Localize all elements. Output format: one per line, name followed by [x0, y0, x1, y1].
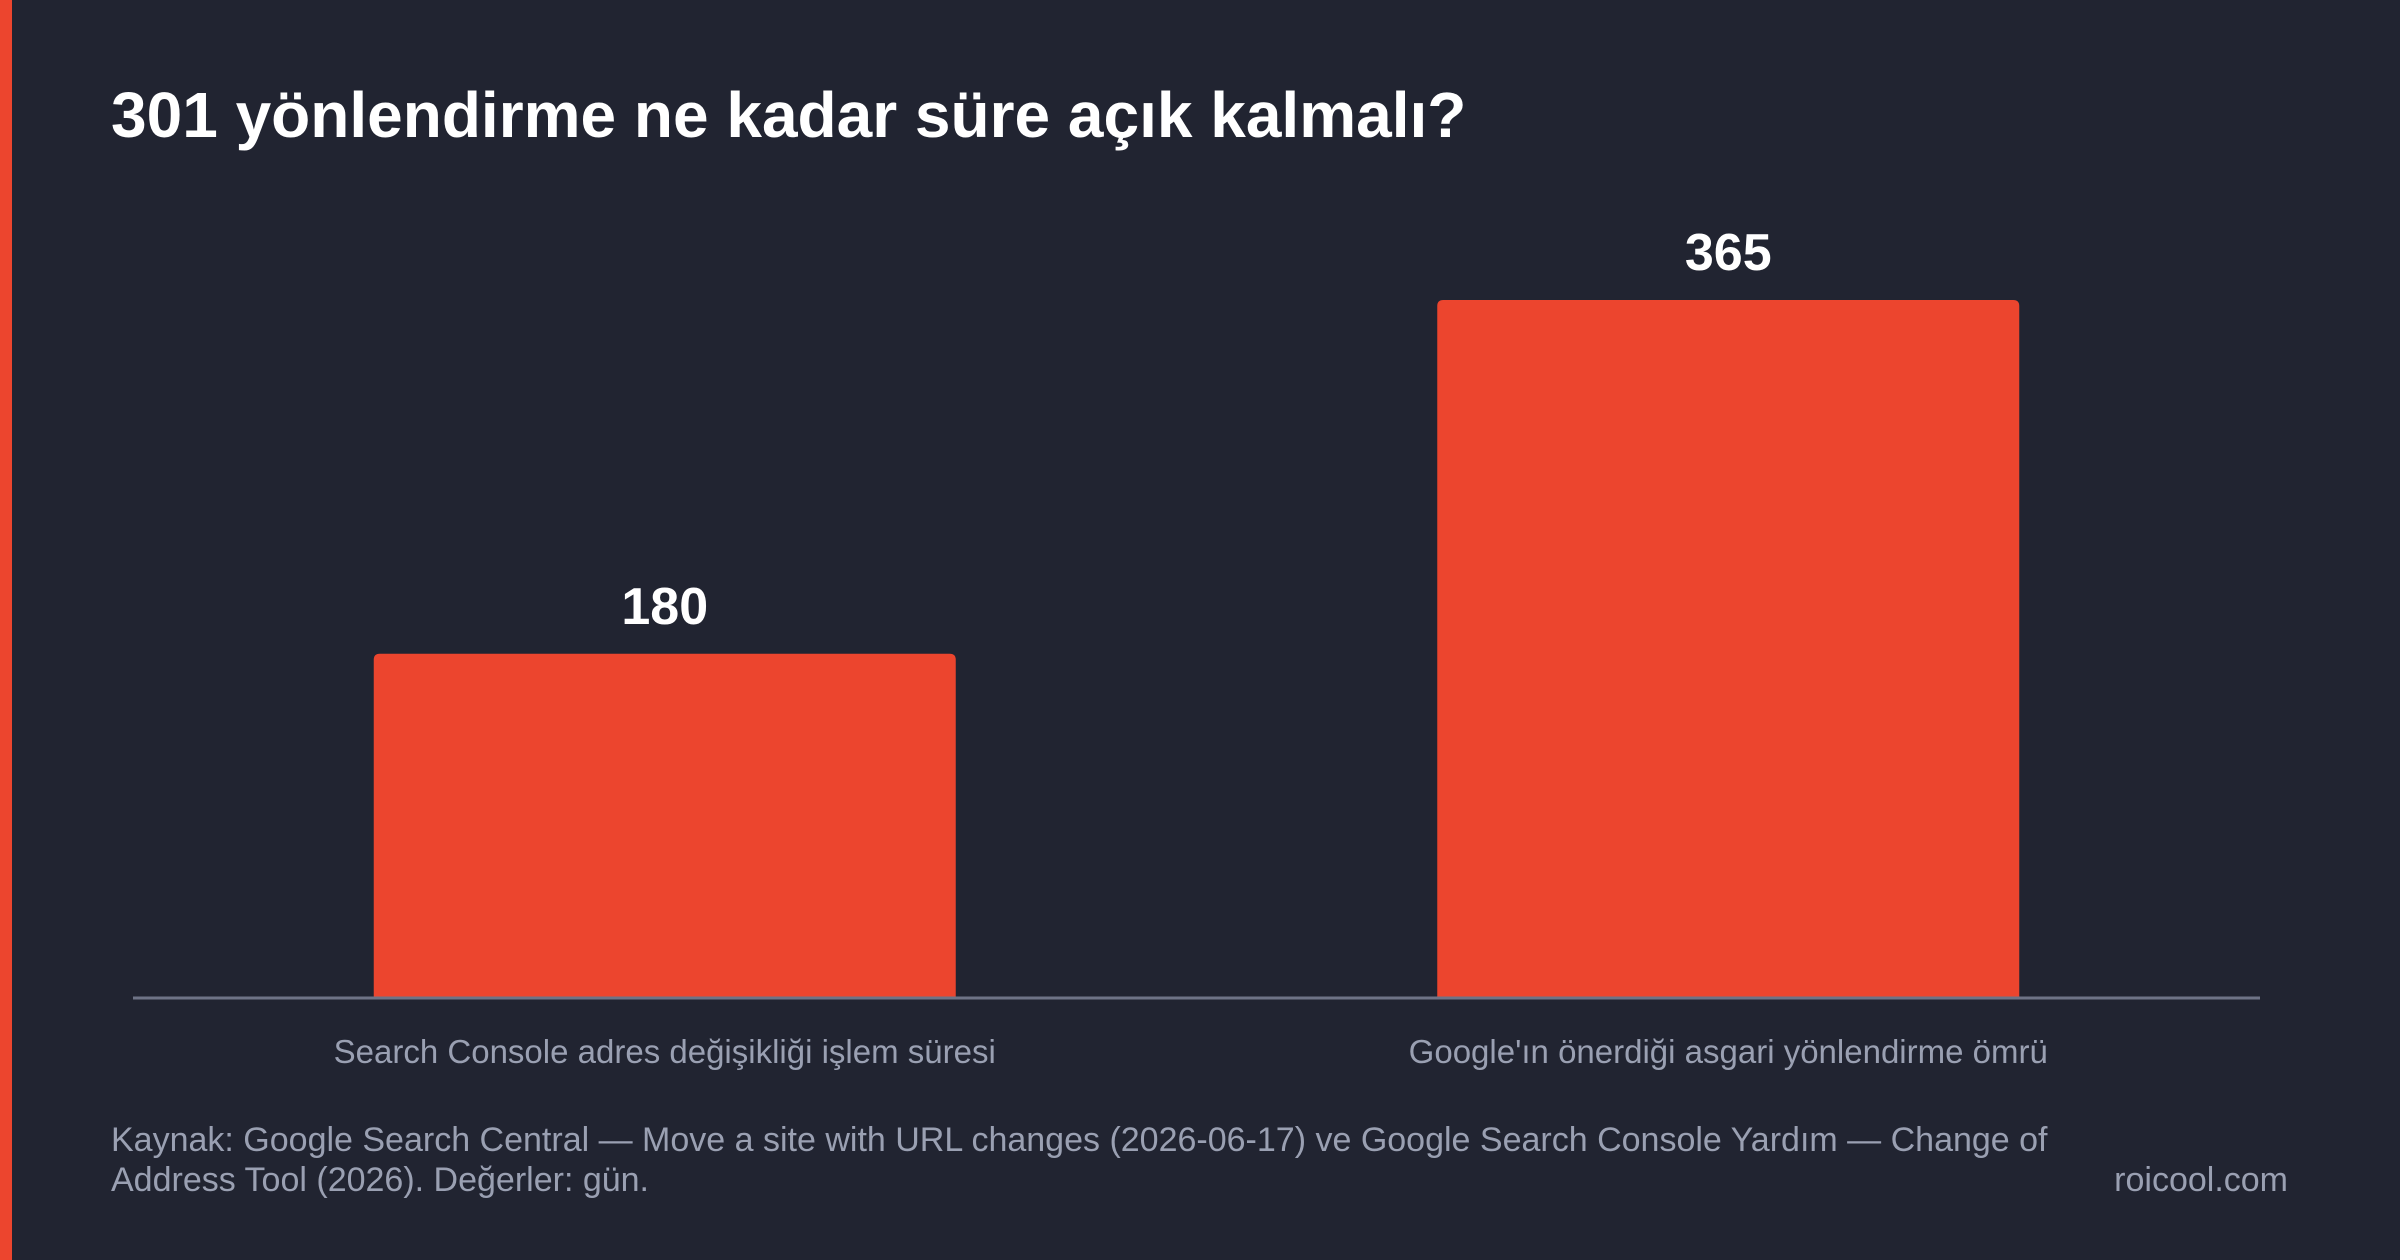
source-note: Kaynak: Google Search Central — Move a s… [111, 1121, 2048, 1199]
category-label-1: Search Console adres değişikliği işlem s… [334, 1033, 996, 1070]
bar-1 [373, 653, 956, 998]
data-label-2: 365 [1685, 224, 1772, 282]
accent-bar [0, 0, 12, 1260]
bar-2 [1437, 300, 2020, 998]
brand-label: roicool.com [2114, 1161, 2288, 1199]
chart-title: 301 yönlendirme ne kadar süre açık kalma… [111, 79, 1467, 151]
data-label-1: 180 [621, 578, 708, 636]
category-label-2: Google'ın önerdiği asgari yönlendirme öm… [1409, 1033, 2048, 1070]
